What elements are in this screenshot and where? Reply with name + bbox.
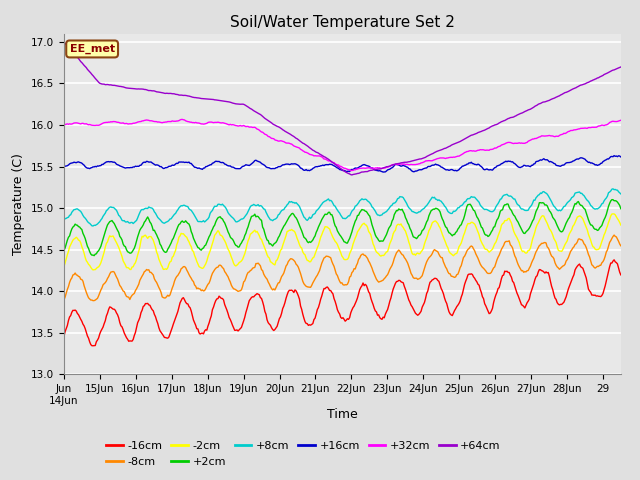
-16cm bbox=[362, 283, 370, 288]
+64cm bbox=[60, 39, 68, 45]
-16cm bbox=[611, 257, 618, 263]
+32cm bbox=[394, 162, 401, 168]
-8cm bbox=[362, 254, 370, 260]
+16cm bbox=[605, 156, 612, 162]
Line: +8cm: +8cm bbox=[64, 189, 621, 226]
Y-axis label: Temperature (C): Temperature (C) bbox=[12, 153, 26, 255]
Line: +32cm: +32cm bbox=[64, 120, 621, 170]
-2cm bbox=[518, 247, 525, 253]
-8cm bbox=[605, 243, 612, 249]
+32cm bbox=[606, 120, 614, 125]
+64cm bbox=[518, 110, 525, 116]
Line: +16cm: +16cm bbox=[64, 156, 621, 172]
+32cm bbox=[519, 140, 527, 146]
-16cm bbox=[518, 302, 525, 308]
+2cm bbox=[362, 209, 370, 215]
+16cm bbox=[60, 164, 68, 170]
+2cm bbox=[326, 209, 333, 215]
+16cm bbox=[362, 162, 369, 168]
-8cm bbox=[518, 268, 525, 274]
-2cm bbox=[60, 264, 68, 269]
+64cm bbox=[617, 64, 625, 70]
-16cm bbox=[326, 288, 333, 293]
+8cm bbox=[609, 186, 617, 192]
+2cm bbox=[617, 206, 625, 212]
-16cm bbox=[605, 268, 612, 274]
+8cm bbox=[60, 217, 68, 223]
+8cm bbox=[605, 190, 612, 195]
+2cm bbox=[60, 248, 68, 253]
+8cm bbox=[518, 206, 525, 212]
-8cm bbox=[617, 243, 625, 249]
+32cm bbox=[179, 117, 186, 122]
Line: +2cm: +2cm bbox=[64, 200, 621, 256]
+16cm bbox=[393, 162, 401, 168]
+16cm bbox=[617, 154, 625, 160]
X-axis label: Time: Time bbox=[327, 408, 358, 421]
-16cm bbox=[393, 279, 401, 285]
+2cm bbox=[518, 227, 525, 232]
+32cm bbox=[348, 168, 356, 173]
-2cm bbox=[89, 267, 97, 273]
-2cm bbox=[609, 211, 617, 217]
+16cm bbox=[380, 169, 387, 175]
-2cm bbox=[617, 222, 625, 228]
Line: +64cm: +64cm bbox=[64, 42, 621, 175]
+64cm bbox=[328, 159, 335, 165]
-8cm bbox=[329, 261, 337, 267]
-2cm bbox=[393, 223, 401, 229]
Line: -8cm: -8cm bbox=[64, 235, 621, 300]
-8cm bbox=[60, 297, 68, 303]
+32cm bbox=[329, 160, 337, 166]
+32cm bbox=[326, 158, 333, 164]
-16cm bbox=[617, 272, 625, 278]
+64cm bbox=[348, 172, 356, 178]
+16cm bbox=[611, 153, 618, 158]
-2cm bbox=[362, 222, 370, 228]
-8cm bbox=[393, 250, 401, 256]
Text: EE_met: EE_met bbox=[70, 44, 115, 54]
+2cm bbox=[329, 215, 337, 220]
+32cm bbox=[364, 165, 371, 171]
+16cm bbox=[328, 162, 335, 168]
-2cm bbox=[329, 234, 337, 240]
+2cm bbox=[605, 204, 612, 209]
+8cm bbox=[617, 191, 625, 197]
Line: -2cm: -2cm bbox=[64, 214, 621, 270]
-16cm bbox=[89, 343, 97, 348]
+64cm bbox=[605, 70, 612, 75]
-8cm bbox=[326, 254, 333, 260]
-8cm bbox=[611, 232, 618, 238]
+64cm bbox=[393, 161, 401, 167]
-2cm bbox=[326, 226, 333, 232]
+64cm bbox=[324, 156, 332, 162]
+8cm bbox=[393, 198, 401, 204]
-8cm bbox=[89, 298, 97, 303]
+64cm bbox=[362, 168, 370, 174]
+8cm bbox=[89, 223, 97, 229]
+32cm bbox=[617, 118, 625, 123]
Title: Soil/Water Temperature Set 2: Soil/Water Temperature Set 2 bbox=[230, 15, 455, 30]
+2cm bbox=[393, 208, 401, 214]
+2cm bbox=[608, 197, 616, 203]
+8cm bbox=[326, 198, 333, 204]
+8cm bbox=[329, 201, 337, 206]
-2cm bbox=[605, 219, 612, 225]
-16cm bbox=[60, 334, 68, 339]
+32cm bbox=[60, 122, 68, 128]
Line: -16cm: -16cm bbox=[64, 260, 621, 346]
+8cm bbox=[362, 197, 370, 203]
-16cm bbox=[329, 291, 337, 297]
Legend: -16cm, -8cm, -2cm, +2cm, +8cm, +16cm, +32cm, +64cm: -16cm, -8cm, -2cm, +2cm, +8cm, +16cm, +3… bbox=[102, 437, 505, 471]
+2cm bbox=[90, 253, 98, 259]
+16cm bbox=[518, 164, 525, 170]
+16cm bbox=[324, 162, 332, 168]
